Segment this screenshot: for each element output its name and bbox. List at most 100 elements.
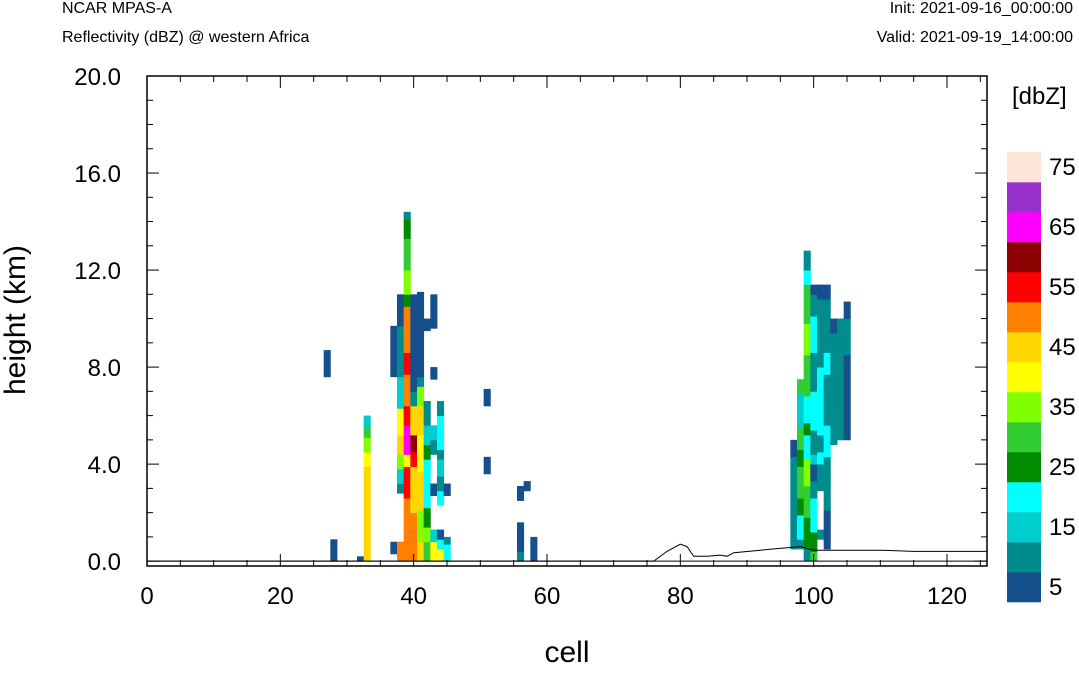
reflectivity-cell: [430, 483, 438, 497]
reflectivity-cell: [803, 250, 811, 271]
colorbar-label: 75: [1049, 154, 1076, 181]
reflectivity-cell: [403, 352, 411, 375]
reflectivity-cell: [797, 393, 805, 429]
reflectivity-cell: [397, 408, 405, 436]
reflectivity-cell: [830, 396, 838, 426]
reflectivity-cell: [423, 541, 431, 562]
reflectivity-cell: [797, 449, 805, 467]
reflectivity-cell: [830, 352, 838, 397]
x-tick-labels: 0 20 40 60 80 100 120: [140, 583, 967, 610]
reflectivity-cell: [803, 546, 811, 562]
terrain-line: [147, 543, 987, 562]
reflectivity-cell: [790, 456, 798, 497]
reflectivity-cell: [443, 536, 451, 545]
reflectivity-cell: [830, 425, 838, 446]
reflectivity-cell: [843, 318, 851, 356]
reflectivity-cell: [790, 527, 798, 550]
reflectivity-cell: [797, 498, 805, 516]
reflectivity-cell: [430, 425, 438, 441]
reflectivity-cell: [403, 374, 411, 407]
reflectivity-cell: [430, 529, 438, 543]
reflectivity-cell: [417, 471, 425, 511]
reflectivity-cell: [410, 405, 418, 436]
colorbar-swatch: [1007, 362, 1041, 393]
reflectivity-cell: [410, 466, 418, 514]
y-axis-label: height (km): [0, 245, 32, 395]
reflectivity-cell: [417, 328, 425, 353]
reflectivity-cell: [843, 354, 851, 441]
reflectivity-cell: [803, 435, 811, 460]
reflectivity-cell: [810, 498, 818, 533]
reflectivity-cell: [437, 490, 445, 506]
reflectivity-cell: [397, 454, 405, 470]
x-tick-label: 100: [794, 583, 834, 610]
reflectivity-cell: [443, 483, 451, 497]
reflectivity-cell: [403, 498, 411, 562]
colorbar-swatch: [1007, 182, 1041, 213]
y-tick-label: 16.0: [74, 161, 121, 188]
reflectivity-cell: [417, 435, 425, 472]
colorbar: 5 15 25 35 45 55 65 75: [1007, 152, 1076, 603]
reflectivity-cell: [810, 481, 818, 499]
reflectivity-cell: [803, 270, 811, 286]
reflectivity-cell: [830, 318, 838, 334]
init-time: Init: 2021-09-16_00:00:00: [889, 0, 1073, 17]
reflectivity-cell: [423, 444, 431, 460]
reflectivity-cell: [517, 485, 525, 501]
reflectivity-cell: [823, 284, 831, 300]
reflectivity-cell: [817, 464, 825, 492]
reflectivity-cell: [403, 219, 411, 239]
reflectivity-cell: [430, 294, 438, 329]
reflectivity-cell: [397, 376, 405, 409]
colorbar-label: 35: [1049, 394, 1076, 421]
plot-frame: [146, 75, 988, 567]
colorbar-label: 55: [1049, 274, 1076, 301]
reflectivity-cell: [410, 330, 418, 392]
reflectivity-cell: [803, 354, 811, 397]
reflectivity-cell: [417, 541, 425, 562]
reflectivity-cell: [403, 211, 411, 220]
reflectivity-cell: [390, 541, 398, 555]
reflectivity-cell: [403, 270, 411, 295]
colorbar-swatch: [1007, 482, 1041, 513]
reflectivity-cell: [823, 510, 831, 550]
reflectivity-cell: [397, 468, 405, 484]
reflectivity-cell: [803, 459, 811, 487]
reflectivity-cell: [803, 284, 811, 324]
reflectivity-cell: [803, 485, 811, 518]
reflectivity-cell: [437, 459, 445, 477]
reflectivity-cell: [423, 507, 431, 528]
reflectivity-cell: [410, 451, 418, 467]
reflectivity-cell: [437, 415, 445, 450]
reflectivity-cell: [417, 405, 425, 436]
reflectivity-cell: [823, 498, 831, 511]
reflectivity-cell: [430, 439, 438, 455]
reflectivity-cell: [823, 352, 831, 375]
colorbar-label: 45: [1049, 334, 1076, 361]
x-tick-label: 80: [667, 583, 694, 610]
reflectivity-cell: [823, 456, 831, 499]
reflectivity-cell: [803, 422, 811, 436]
reflectivity-cell: [810, 430, 818, 455]
reflectivity-cell: [797, 515, 805, 540]
reflectivity-cell: [797, 466, 805, 499]
reflectivity-cell: [403, 466, 411, 499]
reflectivity-cell: [817, 435, 825, 453]
reflectivity-cell: [830, 333, 838, 353]
colorbar-swatch: [1007, 242, 1041, 273]
reflectivity-cell: [363, 437, 371, 453]
reflectivity-cell: [810, 454, 818, 465]
reflectivity-cell: [810, 352, 818, 392]
reflectivity-cell: [437, 449, 445, 460]
reflectivity-cell: [837, 333, 845, 407]
colorbar-label: 65: [1049, 214, 1076, 241]
reflectivity-cell: [357, 556, 365, 562]
y-tick-label: 4.0: [88, 452, 121, 479]
reflectivity-cell: [403, 425, 411, 455]
reflectivity-cell: [423, 318, 431, 332]
reflectivity-cell: [437, 529, 445, 540]
colorbar-swatch: [1007, 542, 1041, 573]
reflectivity-cell: [403, 294, 411, 307]
reflectivity-cell: [403, 306, 411, 353]
reflectivity-cell: [417, 510, 425, 543]
